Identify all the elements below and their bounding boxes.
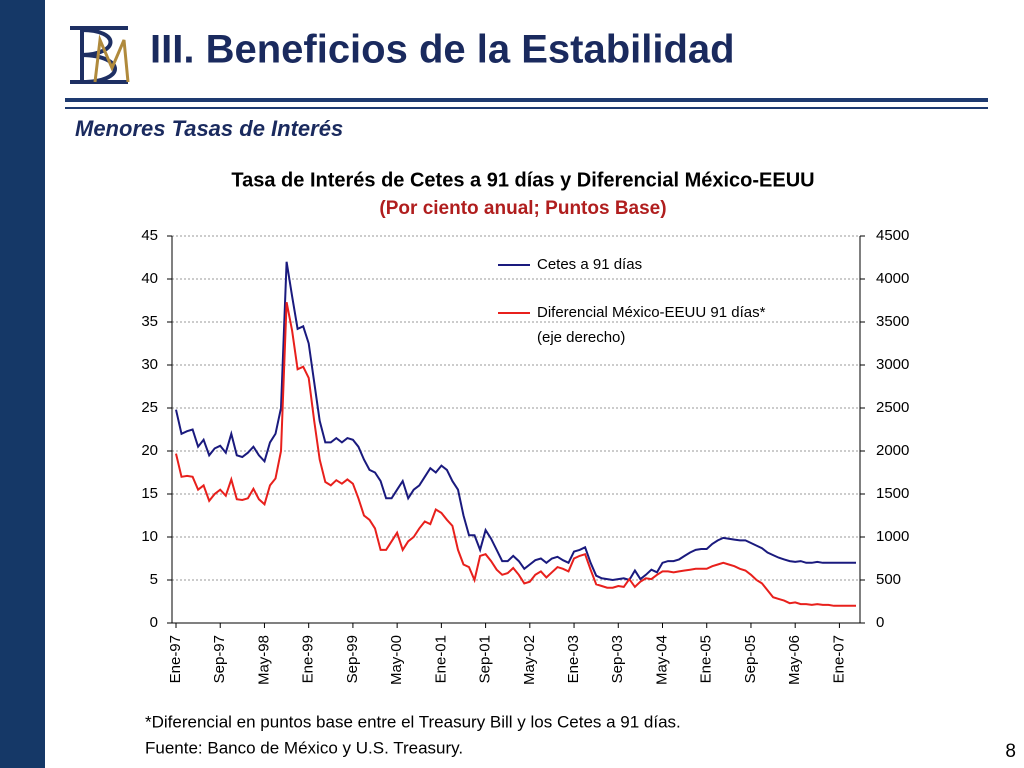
side-bar bbox=[0, 0, 45, 768]
y2-tick-label: 500 bbox=[876, 571, 901, 588]
slide-title: III. Beneficios de la Estabilidad bbox=[150, 28, 735, 72]
chart-subtitle: (Por ciento anual; Puntos Base) bbox=[379, 198, 666, 219]
x-tick-label: Sep-01 bbox=[477, 635, 494, 683]
y-tick-label: 40 bbox=[141, 270, 158, 287]
page-number: 8 bbox=[1005, 741, 1016, 762]
y2-tick-label: 1000 bbox=[876, 528, 909, 545]
x-tick-label: Ene-99 bbox=[300, 635, 317, 683]
x-tick-label: Sep-99 bbox=[344, 635, 361, 683]
y-tick-label: 0 bbox=[150, 614, 158, 631]
x-tick-label: Ene-01 bbox=[432, 635, 449, 683]
y2-tick-label: 0 bbox=[876, 614, 884, 631]
y-tick-label: 5 bbox=[150, 571, 158, 588]
y-tick-label: 10 bbox=[141, 528, 158, 545]
chart-title: Tasa de Interés de Cetes a 91 días y Dif… bbox=[231, 169, 814, 191]
y-tick-label: 35 bbox=[141, 313, 158, 330]
x-tick-label: May-00 bbox=[388, 635, 405, 685]
x-tick-label: Ene-03 bbox=[565, 635, 582, 683]
footnote: Fuente: Banco de México y U.S. Treasury. bbox=[145, 738, 463, 757]
x-tick-label: May-02 bbox=[521, 635, 538, 685]
legend-label: Cetes a 91 días bbox=[537, 256, 642, 273]
x-tick-label: May-98 bbox=[255, 635, 272, 685]
y-tick-label: 20 bbox=[141, 442, 158, 459]
x-tick-label: Ene-97 bbox=[167, 635, 184, 683]
y2-tick-label: 4500 bbox=[876, 227, 909, 244]
y-tick-label: 45 bbox=[141, 227, 158, 244]
x-tick-label: Sep-03 bbox=[609, 635, 626, 683]
y2-tick-label: 2500 bbox=[876, 399, 909, 416]
y2-tick-label: 2000 bbox=[876, 442, 909, 459]
legend-note: (eje derecho) bbox=[537, 329, 625, 346]
y2-tick-label: 4000 bbox=[876, 270, 909, 287]
x-tick-label: Sep-97 bbox=[211, 635, 228, 683]
x-tick-label: Ene-05 bbox=[698, 635, 715, 683]
x-tick-label: May-06 bbox=[786, 635, 803, 685]
logo bbox=[70, 26, 130, 84]
series-line bbox=[175, 302, 856, 607]
x-tick-label: Ene-07 bbox=[830, 635, 847, 683]
y-tick-label: 15 bbox=[141, 485, 158, 502]
y2-tick-label: 3500 bbox=[876, 313, 909, 330]
y-tick-label: 30 bbox=[141, 356, 158, 373]
y2-tick-label: 1500 bbox=[876, 485, 909, 502]
y-tick-label: 25 bbox=[141, 399, 158, 416]
footnote: *Diferencial en puntos base entre el Tre… bbox=[145, 712, 681, 731]
series-line bbox=[175, 261, 856, 582]
x-tick-label: May-04 bbox=[653, 635, 670, 685]
legend-label: Diferencial México-EEUU 91 días* bbox=[537, 304, 766, 321]
x-tick-label: Sep-05 bbox=[742, 635, 759, 683]
slide-subtitle: Menores Tasas de Interés bbox=[75, 116, 343, 141]
y2-tick-label: 3000 bbox=[876, 356, 909, 373]
